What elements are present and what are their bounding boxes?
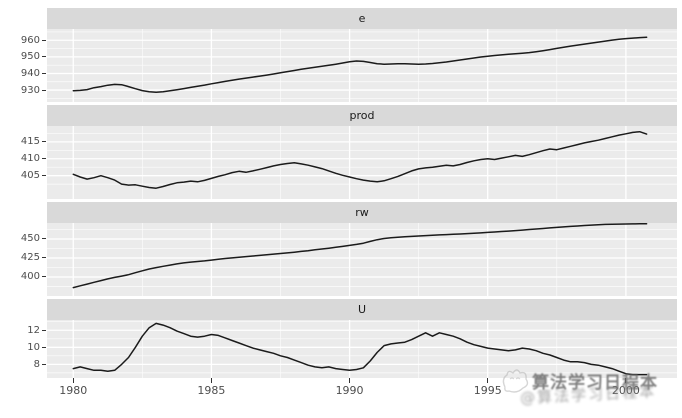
x-axis-tick-label: 1980 (59, 384, 88, 397)
gridlines-minor (47, 223, 677, 296)
panel-canvas-e (47, 29, 677, 102)
y-axis-tick-label: 8 (33, 358, 40, 370)
y-axis-tick-label: 960 (20, 34, 40, 46)
facet-panel-e (47, 29, 677, 102)
y-axis-tick-mark (42, 141, 46, 143)
y-axis-tick-label: 950 (20, 51, 40, 63)
gridlines-minor (47, 29, 677, 102)
y-axis-tick-mark (42, 329, 46, 331)
gridlines-major (47, 320, 677, 378)
y-axis-tick-mark (42, 72, 46, 74)
panel-canvas-U (47, 320, 677, 378)
facet-strip-U: U (47, 299, 677, 320)
x-axis-tick-label: 2000 (611, 384, 640, 397)
y-axis-tick-mark (42, 175, 46, 177)
y-axis-tick-label: 425 (20, 252, 40, 264)
facet-strip-label: e (358, 12, 366, 25)
y-axis-tick-mark (42, 276, 46, 278)
facet-strip-e: e (47, 8, 677, 29)
panel-canvas-rw (47, 223, 677, 296)
series-line-U (72, 322, 648, 376)
series-line-prod (72, 130, 648, 189)
y-axis-tick-mark (42, 257, 46, 259)
y-axis-tick-label: 405 (20, 170, 40, 182)
x-axis-tick-mark (487, 378, 489, 383)
y-axis-tick-mark (42, 39, 46, 41)
facet-strip-prod: prod (47, 105, 677, 126)
y-axis-tick-mark (42, 346, 46, 348)
x-axis-tick-label: 1995 (473, 384, 502, 397)
x-axis-tick-label: 1990 (335, 384, 364, 397)
series-line-rw (72, 223, 648, 289)
gridlines-major (47, 126, 677, 199)
x-axis-tick-mark (349, 378, 351, 383)
y-axis-tick-mark (42, 238, 46, 240)
y-axis-tick-label: 12 (27, 324, 40, 336)
y-axis-tick-label: 400 (20, 271, 40, 283)
gridlines-minor (47, 126, 677, 199)
y-axis-tick-mark (42, 56, 46, 58)
facet-strip-label: U (357, 303, 367, 316)
y-axis-tick-label: 930 (20, 84, 40, 96)
y-axis-tick-label: 940 (20, 67, 40, 79)
facet-panel-rw (47, 223, 677, 296)
x-axis-tick-label: 1985 (197, 384, 226, 397)
y-axis-tick-mark (42, 158, 46, 160)
watermark-text-secondary: @算法学习日程本 (519, 382, 657, 408)
facet-panel-prod (47, 126, 677, 199)
y-axis-tick-label: 450 (20, 233, 40, 245)
facet-strip-label: rw (355, 206, 369, 219)
panel-canvas-prod (47, 126, 677, 199)
gridlines-major (47, 29, 677, 102)
y-axis-tick-mark (42, 363, 46, 365)
facet-strip-label: prod (349, 109, 375, 122)
facet-strip-rw: rw (47, 202, 677, 223)
facet-panel-U (47, 320, 677, 378)
y-axis-tick-label: 415 (20, 136, 40, 148)
x-axis-tick-mark (210, 378, 212, 383)
x-axis-tick-mark (625, 378, 627, 383)
series-line-e (72, 36, 648, 93)
y-axis-tick-label: 10 (27, 341, 40, 353)
x-axis-tick-mark (72, 378, 74, 383)
y-axis-tick-mark (42, 89, 46, 91)
gridlines-minor (47, 320, 677, 378)
y-axis-tick-label: 410 (20, 153, 40, 165)
gridlines-major (47, 223, 677, 296)
